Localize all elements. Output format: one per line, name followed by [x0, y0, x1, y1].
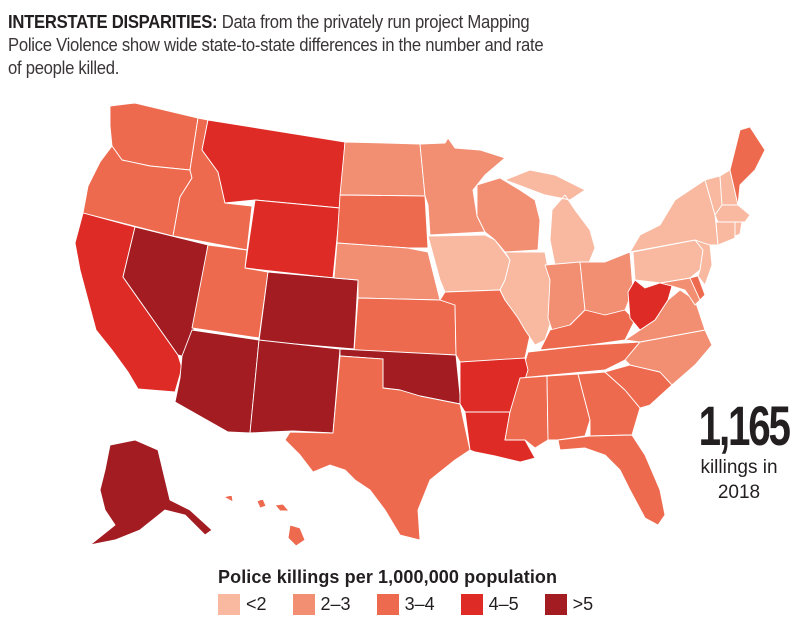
state-mi [504, 169, 596, 266]
legend-label: 4–5 [488, 594, 519, 614]
state-ak [89, 439, 213, 546]
state-wi [476, 177, 541, 253]
state-ks [353, 297, 457, 356]
state-me [729, 126, 766, 206]
state-az [174, 329, 260, 434]
total-killings-label-line2: 2018 [717, 482, 761, 503]
state-mt [201, 119, 346, 209]
total-killings-label-line1: killings in [700, 457, 778, 478]
state-de [689, 275, 706, 301]
legend-swatch [460, 594, 483, 615]
state-sd [336, 194, 429, 249]
intro-body: Data from the privately run project Mapp… [8, 11, 544, 78]
state-nd [339, 141, 426, 197]
state-fl [557, 434, 666, 526]
total-killings-number: 1,165 [698, 394, 791, 457]
legend-item-lt2: <2 [218, 594, 267, 615]
intro-lead: INTERSTATE DISPARITIES: [8, 11, 218, 32]
legend-label: >5 [572, 594, 594, 614]
state-co [258, 271, 359, 350]
legend: Police killings per 1,000,000 population… [218, 567, 619, 615]
state-mn [419, 137, 506, 236]
legend-item-4-5: 4–5 [460, 594, 519, 615]
legend-item-gt5: >5 [544, 594, 594, 615]
state-oh [579, 251, 634, 319]
intro-text: INTERSTATE DISPARITIES: Data from the pr… [8, 10, 548, 79]
state-wv [627, 279, 673, 331]
state-ma [714, 204, 751, 223]
legend-label: 2–3 [320, 594, 351, 614]
legend-label: 3–4 [404, 594, 435, 614]
state-nj [694, 239, 713, 286]
state-hi [223, 494, 306, 547]
legend-title: Police killings per 1,000,000 population [218, 567, 558, 587]
legend-label: <2 [246, 594, 267, 614]
total-killings-callout: 1,165 killings in 2018 [683, 398, 795, 504]
legend-swatch [544, 594, 567, 615]
state-wy [244, 199, 341, 279]
state-ct [715, 221, 736, 246]
state-ny [629, 179, 719, 253]
legend-item-2-3: 2–3 [292, 594, 351, 615]
state-nm [249, 339, 341, 434]
legend-swatch [376, 594, 399, 615]
legend-item-3-4: 3–4 [376, 594, 435, 615]
state-ri [734, 221, 743, 237]
legend-swatch [218, 594, 240, 615]
legend-swatch [292, 594, 315, 615]
state-tx [284, 355, 471, 541]
